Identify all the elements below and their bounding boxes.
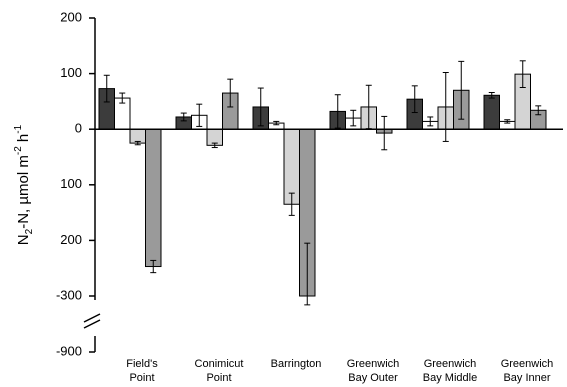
y-tick-label: -300 (56, 287, 82, 302)
error-bar (519, 60, 526, 88)
x-tick-label: Greenwich (347, 358, 400, 370)
error-bar (227, 78, 234, 108)
error-bar (103, 74, 110, 103)
bar (483, 94, 500, 130)
y-label-part: 2 (24, 228, 35, 234)
x-tick-label: Point (129, 372, 154, 384)
y-label-part: -2 (13, 146, 24, 155)
y-tick-label: 100 (60, 65, 82, 80)
error-bar (288, 192, 295, 216)
x-tick-label: Point (206, 372, 231, 384)
y-label-part: h (15, 134, 32, 147)
error-bar (119, 92, 126, 104)
error-bar (458, 60, 465, 120)
y-tick-label: 200 (60, 9, 82, 24)
y-tick-label: 0 (75, 121, 82, 136)
error-bar (304, 242, 311, 306)
error-bar (273, 120, 280, 126)
x-tick-label: Greenwich (424, 358, 477, 370)
error-bar (211, 142, 218, 149)
x-tick-label: Bay Inner (503, 372, 550, 384)
bar (145, 128, 162, 268)
error-bar (504, 119, 511, 124)
error-bar (334, 94, 341, 129)
y-label-part: -1 (13, 124, 24, 133)
y-tick-label: -900 (56, 343, 82, 358)
y-tick-label: 200 (60, 232, 82, 247)
y-label-part: N (15, 234, 32, 245)
error-bar (150, 259, 157, 274)
error-bar (535, 105, 542, 116)
axis-break (83, 319, 101, 329)
axis-break (83, 313, 101, 323)
error-bar (488, 92, 495, 99)
y-axis-label: N2-N, µmol m-2 h-1 (13, 124, 35, 245)
error-bar (427, 116, 434, 127)
error-bar (411, 85, 418, 114)
y-tick-label: 100 (60, 176, 82, 191)
x-tick-label: Bay Middle (423, 372, 477, 384)
x-tick-label: Field's (126, 358, 158, 370)
x-tick-label: Conimicut (195, 358, 244, 370)
error-bar (350, 109, 357, 127)
x-tick-label: Greenwich (501, 358, 554, 370)
error-bar (381, 115, 388, 151)
error-bar (134, 140, 141, 146)
y-label-part: -N, µmol m (15, 155, 32, 229)
x-tick-label: Bay Outer (348, 372, 398, 384)
error-bar (180, 112, 187, 122)
x-tick-label: Barrington (271, 358, 322, 370)
error-bar (196, 103, 203, 127)
error-bar (257, 87, 264, 127)
